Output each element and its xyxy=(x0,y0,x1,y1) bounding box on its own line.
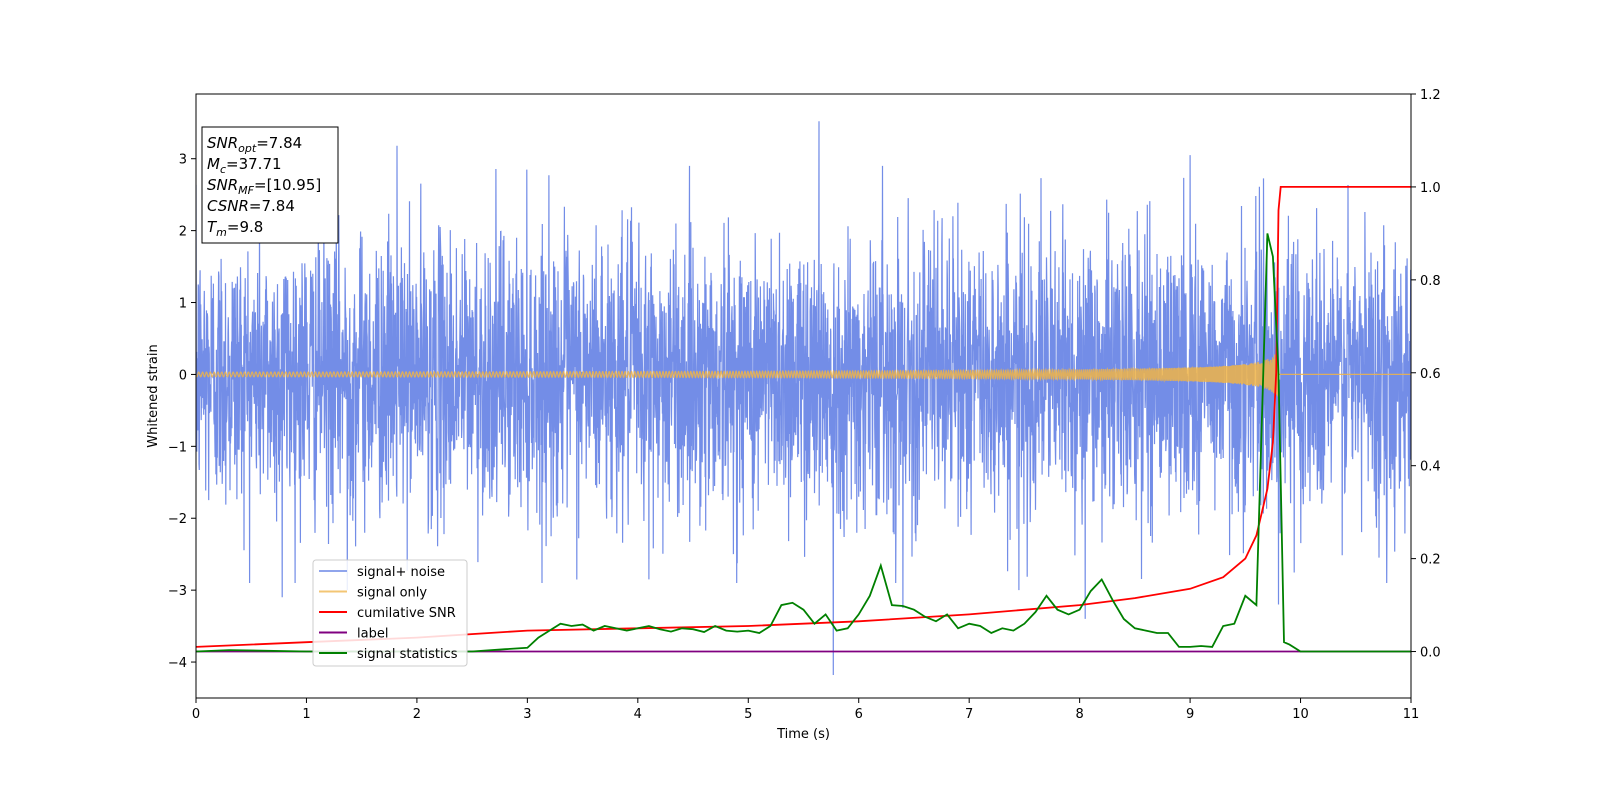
legend-label: cumilative SNR xyxy=(357,606,456,621)
series-signal-statistics xyxy=(196,233,1411,653)
x-tick-label: 11 xyxy=(1403,707,1420,722)
x-tick-label: 3 xyxy=(523,707,531,722)
x-tick-label: 8 xyxy=(1075,707,1083,722)
y-left-tick-label: −1 xyxy=(168,440,187,455)
y-right-tick-label: 0.8 xyxy=(1420,274,1441,289)
y-left-tick-label: 3 xyxy=(179,153,187,168)
y-left-tick-label: −4 xyxy=(168,656,187,671)
x-tick-label: 6 xyxy=(855,707,863,722)
legend-label: signal only xyxy=(357,586,427,601)
y-left-tick-label: −3 xyxy=(168,584,187,599)
x-tick-label: 0 xyxy=(192,707,200,722)
y-right-tick-label: 0.6 xyxy=(1420,367,1441,382)
x-tick-label: 9 xyxy=(1186,707,1194,722)
y-right-tick-label: 0.0 xyxy=(1420,646,1441,661)
plot-frame xyxy=(195,93,1412,699)
y-left-tick-label: −2 xyxy=(168,512,187,527)
info-line: Tm=9.8 xyxy=(207,218,263,239)
x-tick-label: 7 xyxy=(965,707,973,722)
info-line: SNRMF=[10.95] xyxy=(207,176,321,197)
series-signal-only xyxy=(196,352,1411,397)
y-right-tick-label: 0.2 xyxy=(1420,553,1441,568)
legend-label: label xyxy=(357,627,388,642)
info-box-frame xyxy=(201,126,339,244)
x-tick-label: 5 xyxy=(744,707,752,722)
y-right-tick-label: 1.2 xyxy=(1420,88,1441,103)
x-tick-label: 2 xyxy=(413,707,421,722)
y-right-tick-label: 1.0 xyxy=(1420,181,1441,196)
legend: signal+ noise signal only cumilative SNR la… xyxy=(312,559,468,667)
info-box: SNRopt=7.84Mc=37.71SNRMF=[10.95]CSNR=7.8… xyxy=(201,126,339,244)
series-cumulative-snr xyxy=(196,186,1411,648)
y-axis-label: Whitened strain xyxy=(146,344,161,447)
y-left-tick-label: 0 xyxy=(179,368,187,383)
info-line: Mc=37.71 xyxy=(207,155,282,176)
x-tick-label: 1 xyxy=(302,707,310,722)
y-left-tick-label: 2 xyxy=(179,225,187,240)
y-right-tick-label: 0.4 xyxy=(1420,460,1441,475)
legend-label: signal+ noise xyxy=(357,565,445,580)
legend-frame xyxy=(312,559,468,667)
x-axis-label: Time (s) xyxy=(776,727,830,742)
x-tick-label: 4 xyxy=(634,707,642,722)
x-tick-label: 10 xyxy=(1292,707,1309,722)
info-line: SNRopt=7.84 xyxy=(207,134,302,155)
y-left-tick-label: 1 xyxy=(179,297,187,312)
info-line: CSNR=7.84 xyxy=(207,197,295,215)
legend-label: signal statistics xyxy=(357,647,458,662)
